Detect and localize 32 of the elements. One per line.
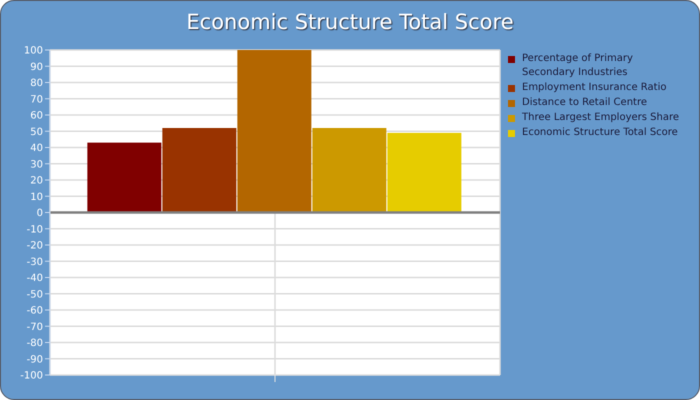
y-tick-label: -60 bbox=[26, 306, 43, 317]
y-tick-label: 60 bbox=[30, 110, 43, 122]
y-tick-label: 70 bbox=[30, 94, 43, 106]
y-tick-label: 100 bbox=[24, 46, 43, 57]
y-tick-label: 40 bbox=[30, 143, 43, 154]
y-tick-label: -90 bbox=[26, 354, 43, 366]
y-tick-label: 80 bbox=[30, 78, 43, 90]
y-tick-label: 50 bbox=[30, 126, 43, 138]
y-tick-label: 10 bbox=[30, 192, 43, 203]
y-tick-label: 0 bbox=[36, 208, 43, 220]
y-tick-label: -50 bbox=[26, 289, 43, 300]
chart-title: Economic Structure Total Score bbox=[185, 10, 515, 34]
y-tick-label: -40 bbox=[26, 273, 43, 284]
y-tick-label: -20 bbox=[26, 240, 43, 252]
legend-label: Distance to Retail Centre bbox=[522, 96, 648, 110]
y-tick-label: -30 bbox=[26, 256, 43, 268]
bar bbox=[87, 142, 162, 212]
y-tick-label: 30 bbox=[30, 159, 43, 170]
legend-label: Economic Structure Total Score bbox=[522, 126, 679, 140]
bar bbox=[312, 128, 386, 212]
y-tick-label: -10 bbox=[26, 224, 43, 236]
y-tick-label: 90 bbox=[30, 62, 43, 73]
y-tick-label: 20 bbox=[30, 176, 43, 187]
legend-label: Employment Insurance Ratio bbox=[522, 81, 668, 95]
bar bbox=[237, 50, 312, 212]
y-tick-label: -80 bbox=[26, 338, 43, 350]
bar bbox=[387, 132, 462, 212]
y-tick-label: -70 bbox=[26, 322, 43, 333]
bar bbox=[162, 128, 236, 212]
legend-label: Three Largest Employers Share bbox=[522, 111, 680, 125]
y-tick-label: -100 bbox=[20, 370, 43, 382]
legend-label: Percentage of Primary Secondary Industries bbox=[522, 52, 634, 80]
